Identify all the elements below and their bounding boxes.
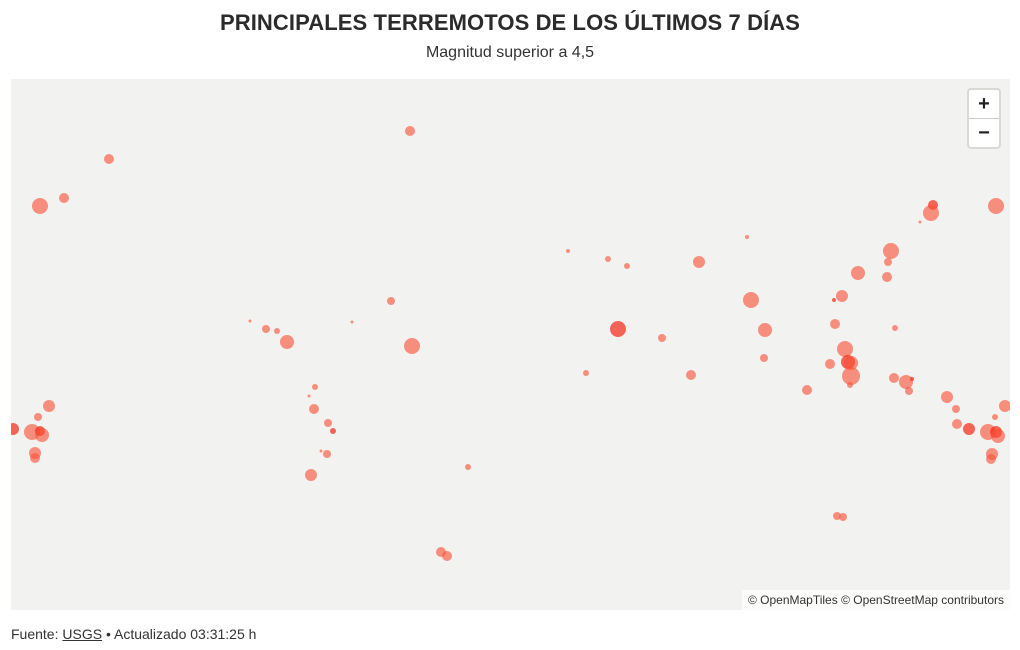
earthquake-marker[interactable]	[837, 341, 853, 357]
earthquake-marker[interactable]	[923, 205, 939, 221]
earthquake-marker[interactable]	[350, 320, 354, 324]
earthquake-marker[interactable]	[988, 198, 1004, 214]
earthquake-marker[interactable]	[693, 256, 705, 268]
source-link-usgs[interactable]: USGS	[62, 626, 103, 642]
earthquake-marker[interactable]	[743, 292, 759, 308]
earthquake-marker[interactable]	[305, 469, 317, 481]
zoom-in-button[interactable]: +	[978, 93, 990, 115]
earthquake-marker[interactable]	[883, 243, 899, 259]
earthquake-marker[interactable]	[844, 356, 858, 370]
earthquake-marker[interactable]	[918, 220, 922, 224]
chart-subtitle: Magnitud superior a 4,5	[425, 44, 595, 61]
earthquake-marker[interactable]	[802, 385, 812, 395]
earthquake-marker[interactable]	[882, 272, 892, 282]
earthquake-marker[interactable]	[832, 298, 836, 302]
earthquake-marker[interactable]	[986, 454, 996, 464]
earthquake-marker[interactable]	[280, 335, 294, 349]
earthquake-marker[interactable]	[963, 423, 975, 435]
earthquake-marker[interactable]	[405, 126, 415, 136]
earthquake-marker[interactable]	[905, 387, 913, 395]
earthquake-marker[interactable]	[686, 370, 696, 380]
updated-time: Actualizado 03:31:25 h	[113, 626, 257, 642]
source-label: Fuente:	[11, 626, 59, 642]
earthquake-marker[interactable]	[836, 290, 848, 302]
earthquake-marker[interactable]	[319, 449, 323, 453]
zoom-out-button[interactable]: −	[969, 118, 999, 147]
earthquake-marker[interactable]	[658, 334, 666, 342]
earthquake-marker[interactable]	[610, 321, 626, 337]
earthquake-marker[interactable]	[262, 325, 270, 333]
earthquake-marker[interactable]	[999, 400, 1010, 412]
earthquake-marker[interactable]	[442, 551, 452, 561]
earthquake-marker[interactable]	[387, 297, 395, 305]
earthquake-marker[interactable]	[830, 319, 840, 329]
earthquake-marker[interactable]	[839, 513, 847, 521]
earthquake-marker[interactable]	[605, 256, 611, 262]
earthquake-marker[interactable]	[833, 512, 841, 520]
earthquake-marker[interactable]	[30, 453, 40, 463]
earthquake-marker[interactable]	[274, 328, 280, 334]
earthquake-marker[interactable]	[952, 419, 962, 429]
earthquake-marker[interactable]	[59, 193, 69, 203]
earthquake-marker[interactable]	[892, 325, 898, 331]
earthquake-marker[interactable]	[330, 428, 336, 434]
earthquake-marker[interactable]	[465, 464, 471, 470]
earthquake-marker[interactable]	[624, 263, 630, 269]
earthquake-marker[interactable]	[43, 400, 55, 412]
earthquake-marker[interactable]	[436, 547, 446, 557]
earthquake-marker[interactable]	[307, 394, 311, 398]
earthquake-marker[interactable]	[104, 154, 114, 164]
earthquake-marker[interactable]	[941, 391, 953, 403]
earthquake-marker[interactable]	[312, 384, 318, 390]
earthquake-marker[interactable]	[323, 450, 331, 458]
earthquake-marker[interactable]	[758, 323, 772, 337]
earthquake-map[interactable]: + − © OpenMapTiles © OpenStreetMap contr…	[11, 79, 1010, 610]
separator: •	[105, 626, 111, 642]
earthquake-marker[interactable]	[309, 404, 319, 414]
earthquake-marker[interactable]	[324, 419, 332, 427]
chart-title: PRINCIPALES TERREMOTOS DE LOS ÚLTIMOS 7 …	[219, 10, 801, 35]
earthquake-marker[interactable]	[32, 198, 48, 214]
earthquake-marker[interactable]	[889, 373, 899, 383]
footer: Fuente: USGS • Actualizado 03:31:25 h	[11, 626, 256, 642]
earthquake-marker[interactable]	[35, 428, 49, 442]
earthquake-marker[interactable]	[11, 423, 19, 435]
earthquake-marker[interactable]	[583, 370, 589, 376]
zoom-control: + −	[967, 88, 1001, 149]
map-attribution[interactable]: © OpenMapTiles © OpenStreetMap contribut…	[741, 590, 1010, 610]
earthquake-marker[interactable]	[760, 354, 768, 362]
earthquake-marker[interactable]	[851, 266, 865, 280]
earthquake-marker[interactable]	[34, 413, 42, 421]
earthquake-marker[interactable]	[825, 359, 835, 369]
earthquake-marker[interactable]	[842, 367, 860, 385]
earthquake-marker[interactable]	[952, 405, 960, 413]
earthquake-marker[interactable]	[404, 338, 420, 354]
earthquake-marker[interactable]	[566, 249, 570, 253]
earthquake-marker[interactable]	[248, 319, 252, 323]
earthquake-marker[interactable]	[884, 258, 892, 266]
earthquake-marker[interactable]	[847, 382, 853, 388]
earthquake-marker[interactable]	[991, 429, 1005, 443]
earthquake-marker[interactable]	[992, 414, 998, 420]
earthquake-marker[interactable]	[745, 235, 749, 239]
earthquake-marker[interactable]	[899, 375, 913, 389]
earthquake-marker[interactable]	[910, 377, 914, 381]
